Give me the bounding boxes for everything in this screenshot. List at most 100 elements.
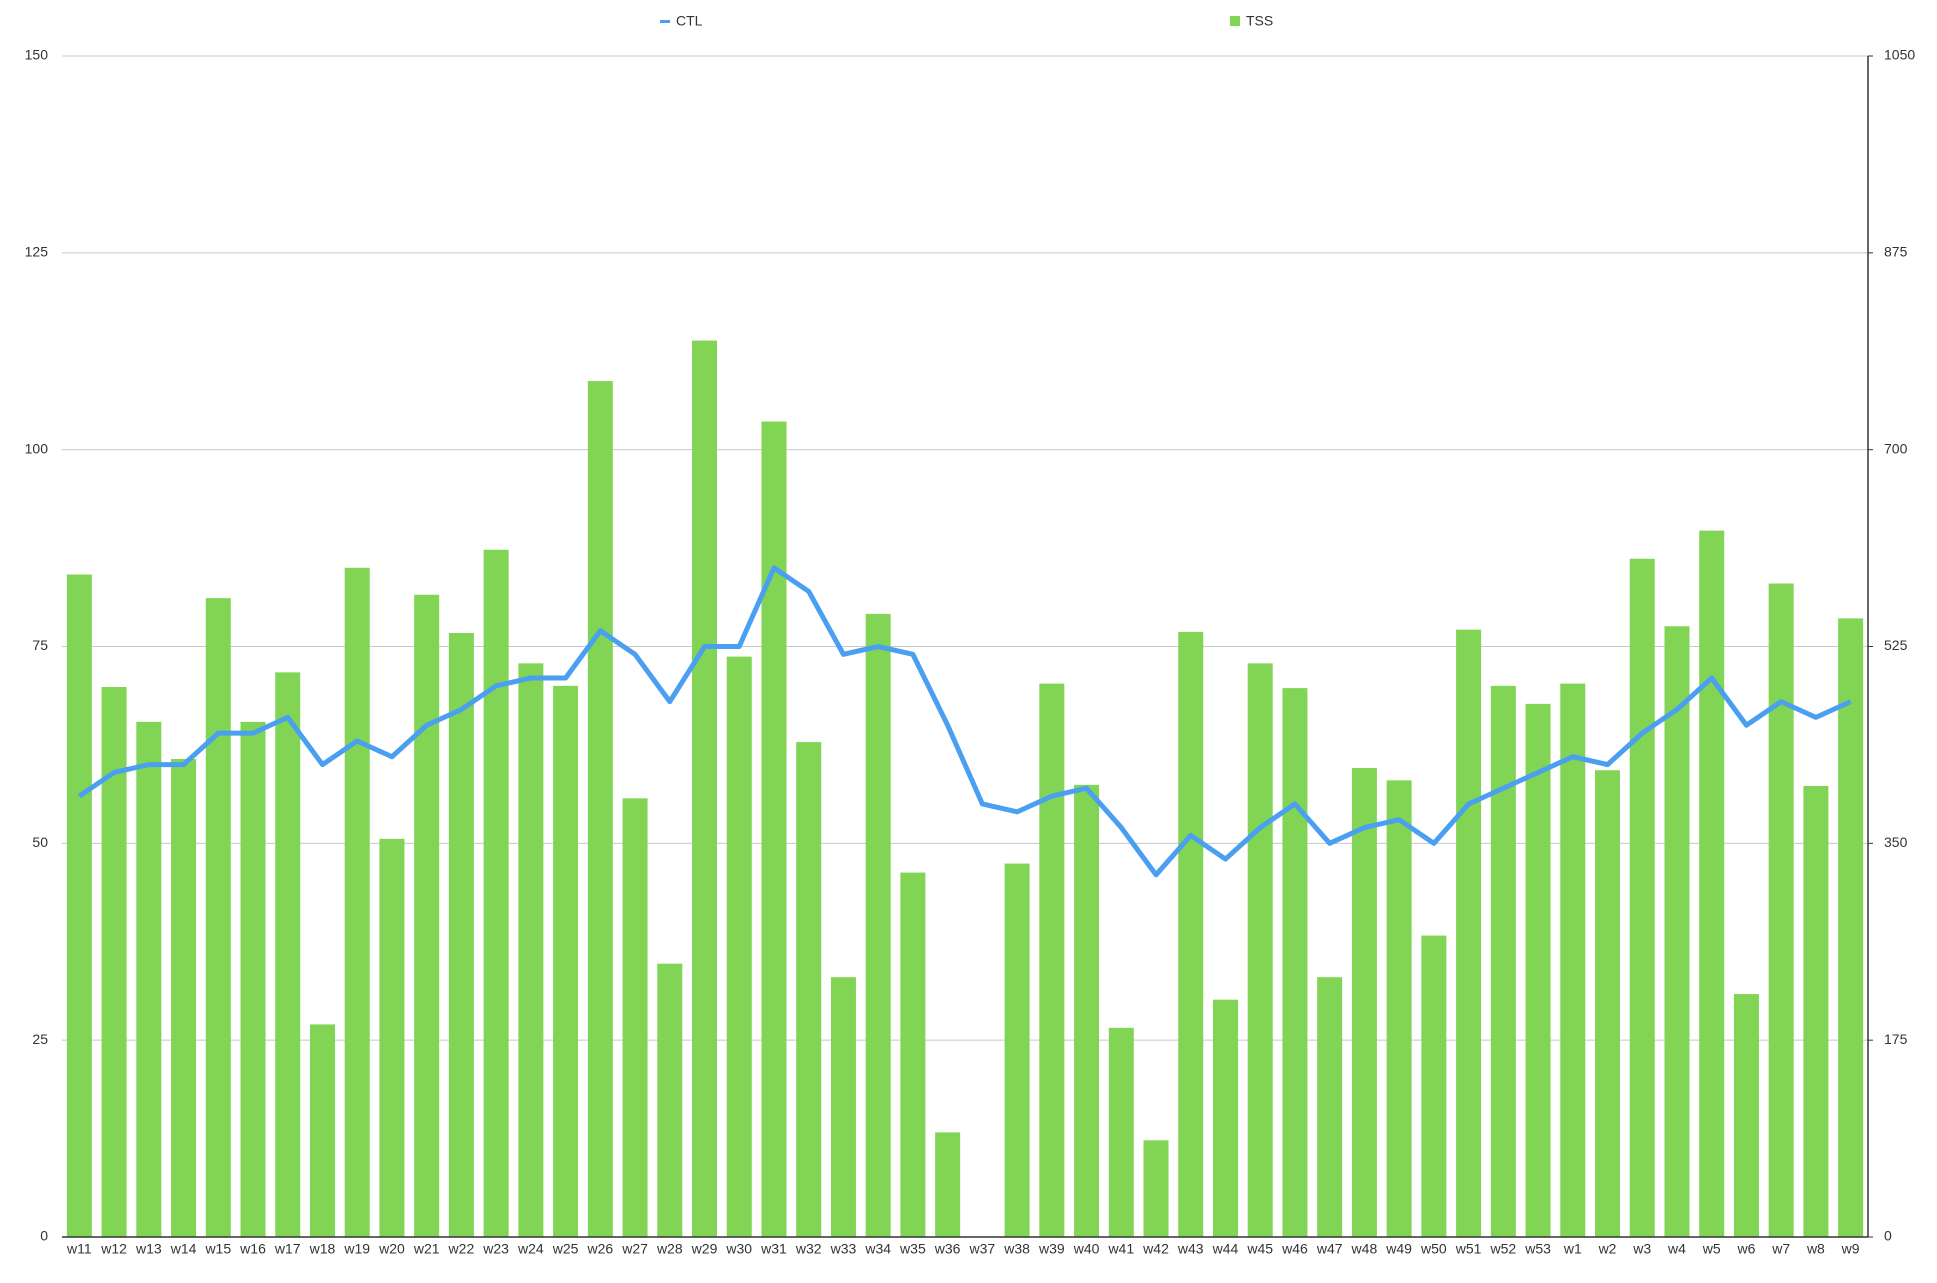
y-tick-label: 150 [25,47,49,63]
x-tick-label: w28 [656,1241,683,1257]
bar [900,872,926,1237]
x-tick-label: w23 [482,1241,509,1257]
bar [1595,770,1621,1237]
bar [1039,683,1065,1237]
x-tick-label: w2 [1598,1241,1617,1257]
x-tick-label: w42 [1142,1241,1169,1257]
y2-tick-label: 350 [1884,834,1908,850]
x-tick-label: w12 [100,1241,127,1257]
y-tick-label: 125 [25,244,49,260]
x-tick-label: w33 [830,1241,857,1257]
x-tick-label: w40 [1073,1241,1100,1257]
x-tick-label: w1 [1563,1241,1582,1257]
bar [136,721,162,1237]
bar [1733,994,1759,1237]
x-tick-label: w5 [1702,1241,1721,1257]
x-tick-label: w24 [517,1241,544,1257]
x-tick-label: w52 [1489,1241,1516,1257]
x-tick-label: w39 [1038,1241,1065,1257]
legend-item: CTL [660,13,703,29]
x-tick-label: w21 [413,1241,440,1257]
x-tick-label: w29 [691,1241,718,1257]
bar [1525,703,1551,1237]
x-tick-label: w35 [899,1241,926,1257]
y2-tick-label: 175 [1884,1031,1908,1047]
x-tick-label: w13 [135,1241,162,1257]
x-tick-label: w15 [204,1241,231,1257]
bar [66,574,92,1237]
bar [309,1024,335,1237]
bar [205,598,231,1237]
y-tick-label: 75 [32,637,48,653]
bar [414,594,440,1237]
x-tick-label: w25 [552,1241,579,1257]
bar [448,633,474,1237]
x-tick-label: w49 [1385,1241,1412,1257]
x-tick-label: w48 [1351,1241,1378,1257]
bar [622,798,648,1237]
bar [865,613,891,1237]
bar [344,567,370,1237]
legend-item: TSS [1230,13,1273,29]
y-tick-label: 50 [32,834,48,850]
bar [553,685,579,1237]
x-tick-label: w20 [378,1241,405,1257]
bar [935,1132,961,1237]
y2-tick-label: 875 [1884,244,1908,260]
bar [1699,530,1725,1237]
x-tick-label: w36 [934,1241,961,1257]
x-tick-label: w16 [239,1241,266,1257]
x-tick-label: w44 [1212,1241,1239,1257]
bar [240,721,266,1237]
bar [1108,1027,1134,1237]
bar [1386,780,1412,1237]
bar [830,977,856,1237]
x-tick-label: w51 [1455,1241,1482,1257]
x-tick-label: w9 [1841,1241,1860,1257]
bar [1178,631,1204,1237]
x-tick-label: w46 [1281,1241,1308,1257]
bar [1768,583,1794,1237]
bar [1247,663,1273,1237]
y2-tick-label: 700 [1884,440,1908,456]
x-tick-label: w4 [1667,1241,1686,1257]
x-tick-label: w30 [725,1241,752,1257]
x-tick-label: w34 [864,1241,891,1257]
bar [1212,999,1238,1237]
x-tick-label: w8 [1806,1241,1825,1257]
x-tick-label: w19 [343,1241,370,1257]
bar [1421,935,1447,1237]
y2-tick-label: 1050 [1884,47,1915,63]
bar [1838,618,1864,1237]
x-tick-label: w47 [1316,1241,1343,1257]
x-tick-label: w22 [448,1241,475,1257]
bar [1456,629,1482,1237]
bar [1074,784,1100,1237]
bar [1560,683,1586,1237]
bar [483,549,509,1237]
legend-label: TSS [1246,13,1273,29]
bar [796,742,822,1237]
x-tick-label: w53 [1524,1241,1551,1257]
bar [1317,977,1343,1237]
bar [1490,685,1516,1237]
bar [761,421,787,1237]
x-tick-label: w45 [1246,1241,1273,1257]
x-tick-label: w7 [1771,1241,1790,1257]
x-tick-label: w11 [66,1241,92,1257]
bar [518,663,544,1237]
bar [1803,785,1829,1237]
x-tick-label: w27 [621,1241,648,1257]
bar [379,838,405,1237]
bar [1282,688,1308,1237]
legend-swatch [1230,16,1240,26]
y-tick-label: 0 [40,1228,48,1244]
bar [171,758,197,1237]
x-tick-label: w6 [1736,1241,1755,1257]
x-tick-label: w14 [170,1241,197,1257]
line [77,565,1852,878]
x-tick-label: w26 [586,1241,613,1257]
bar [692,340,718,1237]
